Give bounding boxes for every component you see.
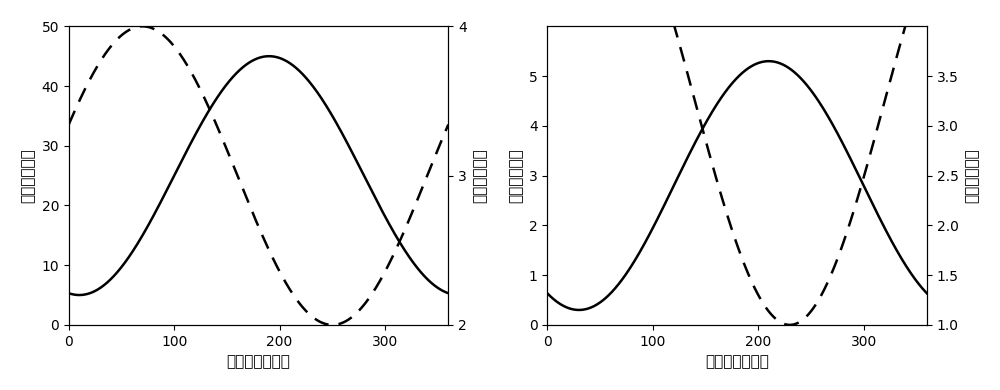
Y-axis label: 横滚角（度）: 横滚角（度） bbox=[964, 148, 979, 203]
X-axis label: 真近心角（度）: 真近心角（度） bbox=[705, 354, 769, 369]
Y-axis label: 横滚角（度）: 横滚角（度） bbox=[472, 148, 487, 203]
Y-axis label: 偏航角（度）: 偏航角（度） bbox=[21, 148, 36, 203]
Y-axis label: 俧仰角（度）: 俧仰角（度） bbox=[508, 148, 523, 203]
X-axis label: 真近心角（度）: 真近心角（度） bbox=[227, 354, 290, 369]
